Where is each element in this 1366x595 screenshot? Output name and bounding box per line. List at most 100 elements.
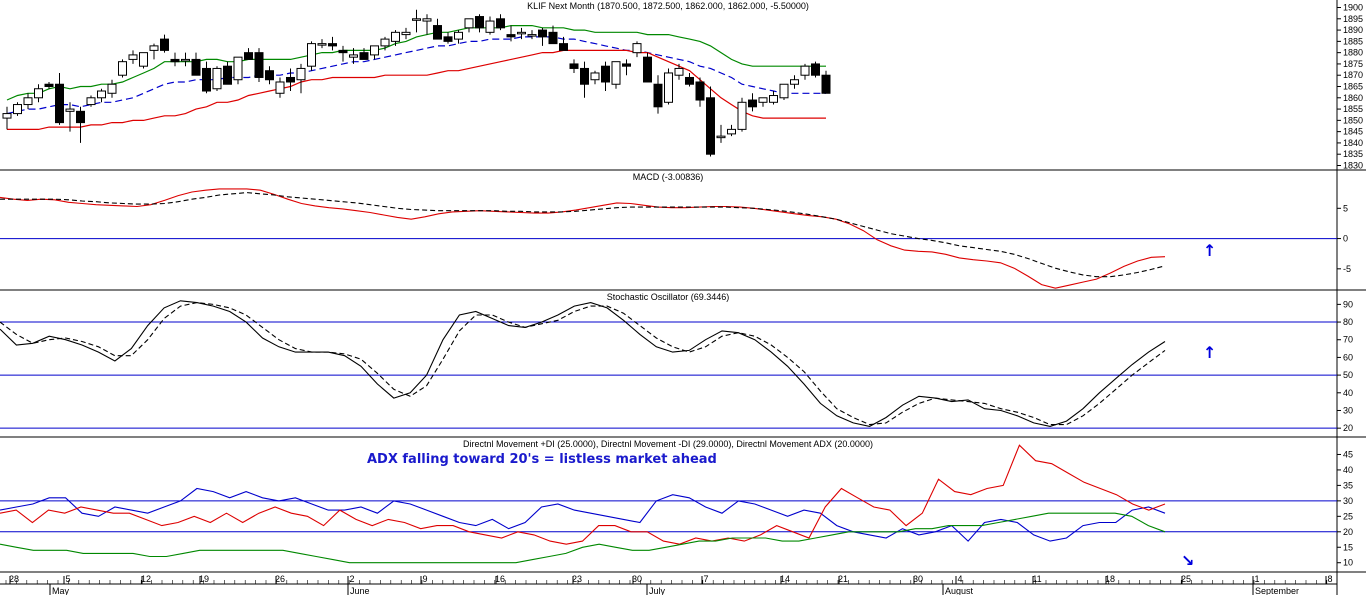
candle-body — [422, 18, 432, 22]
candle-body — [13, 104, 22, 115]
candle-body — [160, 38, 169, 51]
candle-body — [485, 20, 495, 33]
x-tick-label: 1 — [1254, 574, 1259, 584]
y-tick-label: 15 — [1343, 542, 1353, 552]
candle-body — [506, 34, 516, 38]
x-tick-label: 25 — [1181, 574, 1191, 584]
y-tick-label: 70 — [1343, 335, 1353, 345]
x-tick-label: 30 — [913, 574, 923, 584]
y-tick-label: 5 — [1343, 203, 1348, 213]
y-tick-label: 20 — [1343, 423, 1353, 433]
series-line-1-1 — [0, 192, 1166, 278]
candle-body — [716, 135, 726, 139]
macd-up-arrow-icon: ↑ — [1203, 241, 1216, 260]
y-tick-label: 20 — [1343, 527, 1353, 537]
candle-body — [517, 31, 526, 35]
candle-body — [601, 65, 610, 83]
candle-body — [76, 110, 85, 124]
candle-body — [538, 29, 547, 38]
y-tick-label: 1900 — [1343, 3, 1363, 13]
candle-body — [359, 52, 369, 60]
candle-body — [653, 83, 663, 108]
candle-body — [254, 52, 264, 78]
month-label: July — [649, 586, 666, 595]
y-tick-label: 40 — [1343, 388, 1353, 398]
candle-body — [34, 88, 43, 99]
x-tick-label: 12 — [141, 574, 151, 584]
candle-body — [338, 49, 348, 54]
y-tick-label: 1830 — [1343, 160, 1363, 170]
middle-band-line — [6, 36, 826, 115]
candle-body — [590, 72, 600, 81]
x-tick-label: 2 — [349, 574, 354, 584]
candle-body — [296, 67, 306, 81]
candle-body — [265, 70, 274, 81]
candle-body — [748, 99, 757, 108]
y-tick-label: 10 — [1343, 558, 1353, 568]
y-tick-label: 1860 — [1343, 93, 1363, 103]
candle-body — [317, 43, 327, 46]
candle-body — [559, 43, 568, 51]
y-tick-label: 1890 — [1343, 25, 1363, 35]
x-tick-label: 23 — [572, 574, 582, 584]
candle-body — [790, 79, 799, 85]
y-tick-label: 90 — [1343, 299, 1353, 309]
candle-body — [307, 43, 316, 67]
candle-body — [97, 90, 106, 99]
candle-body — [328, 43, 337, 47]
candle-body — [139, 52, 148, 67]
x-tick-label: 26 — [275, 574, 285, 584]
candle-body — [23, 97, 33, 106]
y-tick-label: 1895 — [1343, 14, 1363, 24]
stoch-up-arrow-icon: ↑ — [1203, 343, 1216, 362]
candle-body — [181, 58, 190, 62]
x-tick-label: 21 — [838, 574, 848, 584]
x-tick-label: 8 — [1327, 574, 1332, 584]
y-tick-label: 60 — [1343, 352, 1353, 362]
y-tick-label: 1875 — [1343, 59, 1363, 69]
y-tick-label: 1855 — [1343, 104, 1363, 114]
x-tick-label: 9 — [422, 574, 427, 584]
candle-body — [118, 61, 127, 76]
macd-panel-title: MACD (-3.00836) — [633, 172, 704, 182]
y-tick-label: -5 — [1343, 264, 1351, 274]
adx-down-arrow-icon: ↘ — [1181, 551, 1194, 570]
y-tick-label: 1850 — [1343, 115, 1363, 125]
candle-body — [464, 18, 474, 29]
x-tick-label: 30 — [632, 574, 642, 584]
candle-body — [643, 56, 652, 83]
candle-body — [779, 83, 789, 99]
candle-body — [391, 31, 400, 42]
x-tick-label: 14 — [780, 574, 790, 584]
x-tick-label: 11 — [1032, 574, 1041, 584]
lower-band-line — [7, 49, 826, 130]
series-line-3-1 — [0, 444, 1166, 545]
y-tick-label: 25 — [1343, 511, 1353, 521]
series-line-1-0 — [0, 188, 1166, 289]
y-tick-label: 1835 — [1343, 149, 1363, 159]
y-tick-label: 50 — [1343, 370, 1353, 380]
month-label: May — [52, 586, 70, 595]
candle-body — [622, 63, 631, 67]
candle-body — [685, 76, 694, 85]
candle-body — [580, 67, 589, 85]
candle-body — [475, 16, 484, 29]
candle-body — [223, 65, 232, 85]
x-tick-label: 16 — [495, 574, 505, 584]
candle-body — [55, 83, 64, 124]
candle-body — [286, 76, 295, 83]
candle-body — [548, 31, 558, 45]
y-tick-label: 30 — [1343, 405, 1353, 415]
candle-body — [65, 108, 75, 112]
candle-body — [233, 56, 243, 81]
series-line-3-0 — [0, 487, 1166, 542]
candle-body — [674, 67, 684, 76]
candle-body — [370, 45, 379, 56]
candle-body — [632, 43, 642, 54]
candle-body — [496, 18, 505, 29]
dmi-panel-title: Directnl Movement +DI (25.0000), Directn… — [463, 439, 873, 449]
y-tick-label: 1840 — [1343, 138, 1363, 148]
